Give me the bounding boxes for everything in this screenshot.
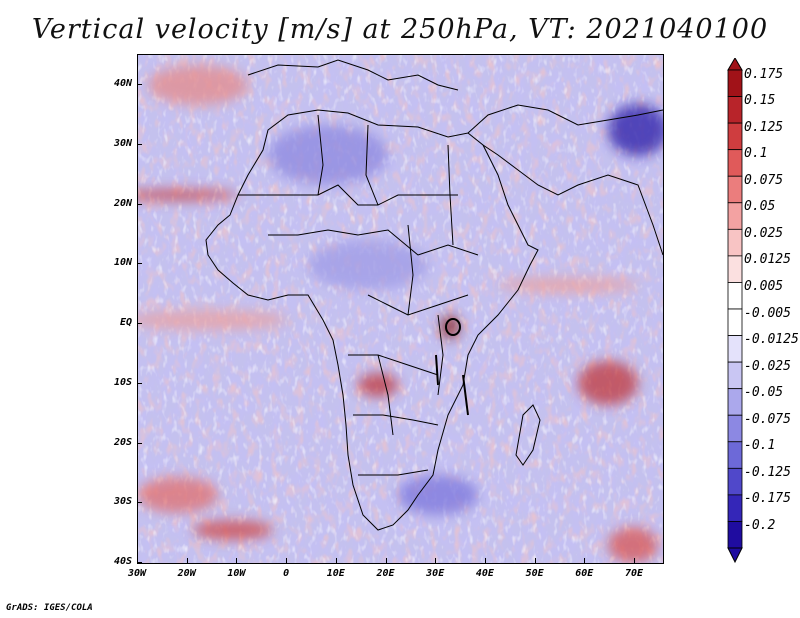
colorbar-segment: [727, 122, 743, 151]
lon-tick: [484, 558, 486, 563]
colorbar-label: 0.1: [744, 146, 768, 162]
lat-tick: [137, 203, 142, 205]
colorbar-label: 0.005: [744, 279, 784, 294]
colorbar-label: -0.175: [744, 491, 791, 507]
lon-label: 0: [283, 568, 290, 579]
lat-tick: [137, 562, 142, 563]
colorbar-segment: [727, 282, 743, 310]
lat-label: EQ: [119, 317, 132, 328]
colorbar-segment: [727, 149, 743, 177]
chart-title: Vertical velocity [m/s] at 250hPa, VT: 2…: [31, 14, 769, 45]
colorbar-label: -0.05: [744, 385, 784, 401]
lon-tick: [634, 558, 635, 563]
lon-tick: [286, 558, 288, 563]
lon-label: 40E: [475, 568, 494, 579]
lat-label: 20N: [113, 197, 132, 209]
colorbar-label: -0.005: [744, 305, 791, 321]
lon-tick: [584, 558, 586, 563]
lon-label: 20E: [376, 568, 395, 579]
lon-label: 20W: [177, 568, 196, 579]
lat-label: 10S: [113, 376, 132, 388]
colorbar-bottom-arrow: [727, 547, 743, 564]
colorbar-label: -0.1: [744, 438, 776, 454]
colorbar-segment: [727, 96, 743, 124]
lon-tick: [435, 558, 437, 563]
colorbar-segment: [727, 308, 743, 336]
credit-label: GrADS: IGES/COLA: [6, 603, 93, 613]
lat-label: 20S: [113, 436, 132, 448]
colorbar-top-arrow: [727, 58, 743, 71]
colorbar-segment: [727, 467, 743, 496]
colorbar-segment: [727, 388, 743, 416]
coastlines: [205, 59, 663, 531]
colorbar-segment: [727, 255, 743, 283]
velocity-field: [138, 55, 663, 563]
colorbar-segment: [727, 494, 743, 522]
colorbar-segment: [727, 228, 743, 257]
lakes: [435, 318, 469, 416]
colorbar-segment: [727, 414, 743, 443]
lon-label: 30W: [127, 568, 147, 579]
lon-tick: [335, 558, 337, 563]
colorbar-label: 0.025: [744, 225, 784, 241]
lat-tick: [137, 84, 142, 85]
colorbar-label: -0.0125: [744, 332, 799, 348]
colorbar-segment: [727, 335, 743, 363]
lat-label: 30S: [113, 496, 132, 508]
lat-tick: [137, 442, 142, 444]
colorbar-label: -0.2: [744, 518, 776, 533]
lon-label: 60E: [575, 568, 594, 579]
lat-tick: [137, 382, 142, 384]
lon-label: 70E: [624, 568, 644, 579]
lon-label: 10E: [326, 568, 345, 579]
lat-tick: [137, 502, 142, 504]
lon-label: 10W: [227, 568, 246, 579]
field-features: [138, 65, 663, 563]
lon-tick: [186, 558, 188, 563]
lon-tick: [385, 558, 387, 563]
colorbar-label: 0.125: [744, 119, 784, 135]
colorbar-label: -0.125: [744, 464, 791, 480]
lon-label: 30E: [426, 568, 445, 579]
colorbar-segment: [727, 441, 743, 469]
colorbar-segment: [727, 175, 743, 204]
lat-tick: [137, 143, 142, 145]
lat-label: 40N: [113, 78, 132, 89]
colorbar-label: 0.075: [744, 172, 784, 188]
colorbar: [727, 58, 743, 564]
lat-tick: [137, 323, 142, 324]
lon-tick: [534, 558, 536, 563]
colorbar-segment: [727, 69, 743, 97]
lat-label: 10N: [113, 257, 132, 269]
field-white-texture: [138, 55, 663, 563]
colorbar-label: 0.15: [744, 93, 776, 109]
colorbar-segment: [727, 521, 743, 549]
lon-tick: [236, 558, 238, 563]
colorbar-label: 0.0125: [744, 252, 791, 268]
colorbar-label: 0.175: [744, 66, 784, 82]
colorbar-label: -0.025: [744, 358, 791, 374]
colorbar-segment: [727, 202, 743, 230]
colorbar-label: 0.05: [744, 199, 776, 215]
colorbar-segment: [727, 361, 743, 390]
colorbar-label: -0.075: [744, 411, 791, 427]
lat-label: 40S: [113, 556, 132, 567]
lat-label: 30N: [113, 137, 132, 149]
lat-tick: [137, 263, 142, 265]
lon-label: 50E: [525, 568, 544, 579]
lon-tick: [137, 558, 138, 563]
map-panel: [137, 54, 664, 564]
